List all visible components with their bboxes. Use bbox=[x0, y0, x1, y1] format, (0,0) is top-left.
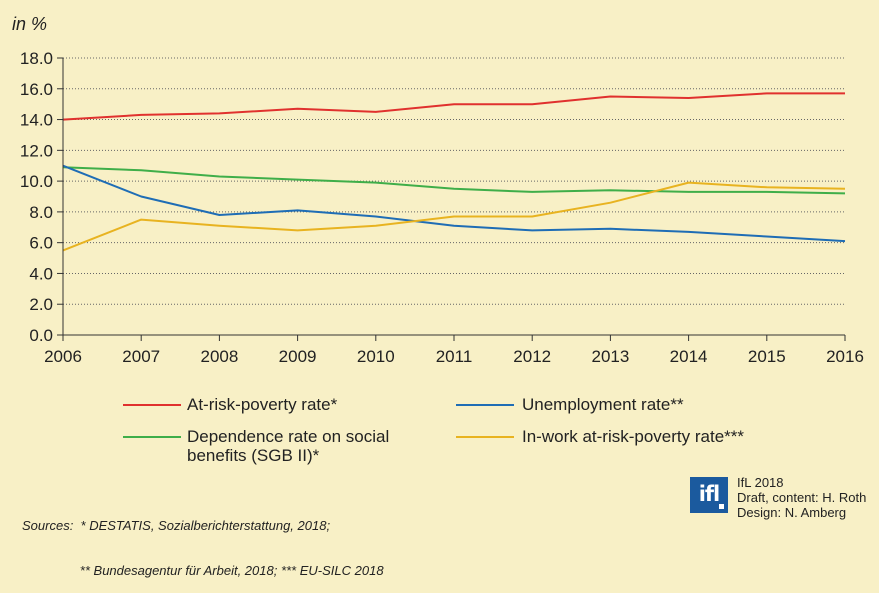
y-tick-label: 6.0 bbox=[29, 234, 53, 253]
legend-label-dependence-line1: Dependence rate on social bbox=[187, 427, 390, 446]
series-line-in-work-poverty bbox=[62, 181, 846, 252]
legend-label-in-work: In-work at-risk-poverty rate*** bbox=[522, 427, 745, 446]
legend-swatch-unemployment bbox=[456, 404, 514, 406]
credits-line1: IfL 2018 bbox=[737, 475, 784, 490]
x-tick-label: 2012 bbox=[513, 347, 551, 366]
x-tick-label: 2013 bbox=[591, 347, 629, 366]
series-line-dependence-rate bbox=[62, 166, 846, 195]
sources-note: Sources: * DESTATIS, Sozialberichterstat… bbox=[22, 488, 384, 593]
y-tick-label: 16.0 bbox=[20, 80, 53, 99]
x-tick-label: 2016 bbox=[826, 347, 864, 366]
series-line-at-risk-poverty bbox=[62, 92, 845, 121]
y-tick-label: 14.0 bbox=[20, 111, 53, 130]
gridlines bbox=[63, 57, 845, 305]
credits-line2: Draft, content: H. Roth bbox=[737, 490, 867, 505]
x-tick-label: 2015 bbox=[748, 347, 786, 366]
y-tick-label: 2.0 bbox=[29, 295, 53, 314]
legend-swatch-in-work bbox=[456, 436, 514, 438]
x-axis-ticks: 2006 2007 2008 2009 2010 2011 2012 2013 2014 2015… bbox=[44, 335, 864, 366]
y-tick-label: 0.0 bbox=[29, 326, 53, 345]
x-tick-label: 2008 bbox=[200, 347, 238, 366]
y-tick-label: 10.0 bbox=[20, 172, 53, 191]
legend-label-dependence-line2: benefits (SGB II)* bbox=[187, 446, 320, 465]
ifl-logo: ifl bbox=[690, 477, 728, 513]
ifl-logo-text: ifl bbox=[698, 482, 721, 506]
y-tick-label: 12.0 bbox=[20, 141, 53, 160]
legend-label-at-risk: At-risk-poverty rate* bbox=[187, 395, 338, 414]
x-tick-label: 2006 bbox=[44, 347, 82, 366]
ifl-logo-dot bbox=[719, 504, 724, 509]
credits: IfL 2018 Draft, content: H. Roth Design:… bbox=[737, 475, 866, 520]
line-chart: in % 0.0 2.0 4.0 6.0 8.0 10.0 12.0 14.0 16.0 18.0… bbox=[12, 14, 864, 366]
x-tick-label: 2009 bbox=[279, 347, 317, 366]
x-tick-label: 2007 bbox=[122, 347, 160, 366]
legend-label-dependence: Dependence rate on social benefits (SGB … bbox=[187, 427, 389, 465]
sources-line1: Sources: * DESTATIS, Sozialberichterstat… bbox=[22, 518, 331, 533]
y-tick-label: 18.0 bbox=[20, 49, 53, 68]
credits-line3: Design: N. Amberg bbox=[737, 505, 847, 520]
legend-swatch-at-risk bbox=[123, 404, 181, 406]
y-axis-ticks: 0.0 2.0 4.0 6.0 8.0 10.0 12.0 14.0 16.0 18.0 bbox=[20, 49, 63, 345]
series-lines bbox=[62, 92, 846, 252]
legend-label-unemployment: Unemployment rate** bbox=[522, 395, 684, 414]
y-tick-label: 8.0 bbox=[29, 203, 53, 222]
series-line-unemployment-rate bbox=[62, 164, 846, 243]
x-tick-label: 2011 bbox=[436, 347, 473, 366]
y-tick-label: 4.0 bbox=[29, 264, 53, 283]
sources-line2: ** Bundesagentur für Arbeit, 2018; *** E… bbox=[22, 563, 384, 578]
y-axis-label: in % bbox=[12, 14, 47, 34]
x-tick-label: 2014 bbox=[670, 347, 708, 366]
x-tick-label: 2010 bbox=[357, 347, 395, 366]
legend-swatch-dependence bbox=[123, 436, 181, 438]
